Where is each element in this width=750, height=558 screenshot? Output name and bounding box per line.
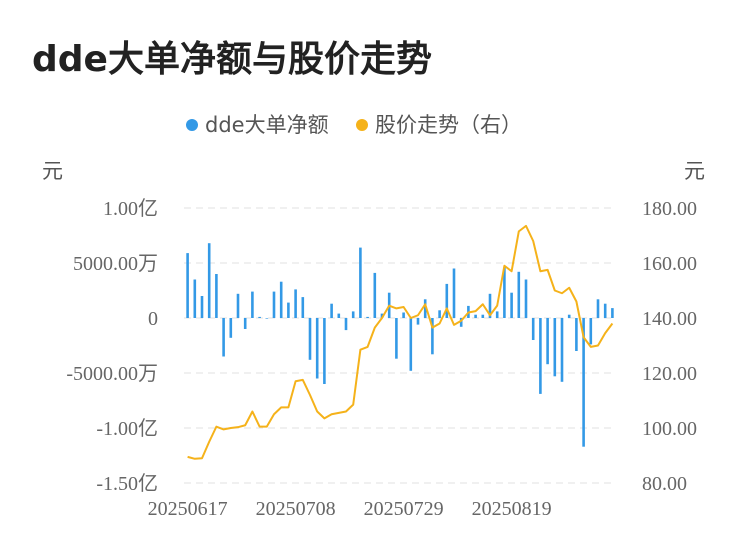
bar bbox=[416, 318, 420, 325]
bar bbox=[215, 274, 218, 318]
bar bbox=[222, 318, 225, 357]
bar bbox=[560, 318, 564, 382]
bar bbox=[272, 291, 276, 318]
legend-marker-1 bbox=[356, 119, 368, 131]
bar bbox=[589, 318, 593, 345]
x-tick-label: 20250819 bbox=[472, 498, 552, 520]
bar bbox=[445, 283, 449, 318]
x-tick-label: 20250617 bbox=[148, 498, 228, 520]
bar bbox=[258, 316, 261, 318]
bar bbox=[488, 293, 492, 318]
bar bbox=[351, 311, 355, 318]
bar bbox=[474, 314, 477, 318]
right-tick-label: 140.00 bbox=[642, 308, 697, 330]
bar bbox=[315, 318, 319, 379]
right-tick-label: 120.00 bbox=[642, 363, 697, 385]
x-tick-label: 20250729 bbox=[364, 498, 444, 520]
x-axis: 20250617 20250708 20250729 20250819 bbox=[148, 498, 552, 520]
bar bbox=[344, 318, 348, 331]
left-tick-label: 0 bbox=[148, 308, 158, 330]
bar bbox=[287, 302, 290, 318]
bar bbox=[531, 318, 535, 340]
bar bbox=[452, 268, 456, 318]
bar bbox=[279, 281, 283, 318]
price-line bbox=[187, 224, 614, 460]
bar bbox=[575, 318, 578, 351]
bar bbox=[611, 308, 614, 318]
bar bbox=[539, 318, 542, 394]
legend: dde大单净额 股价走势（右） bbox=[186, 113, 522, 137]
legend-label-1: 股价走势（右） bbox=[375, 113, 522, 137]
left-axis-unit: 元 bbox=[42, 159, 63, 183]
bar bbox=[294, 289, 297, 318]
bar bbox=[330, 303, 333, 318]
bar bbox=[373, 272, 377, 318]
bar bbox=[236, 293, 240, 318]
bar bbox=[323, 318, 326, 384]
right-tick-label: 180.00 bbox=[642, 198, 697, 220]
page-title: dde大单净额与股价走势 bbox=[32, 39, 432, 80]
bar bbox=[431, 318, 434, 355]
left-tick-label: 1.00亿 bbox=[103, 197, 158, 220]
x-tick-label: 20250708 bbox=[256, 498, 336, 520]
bar bbox=[243, 318, 247, 329]
right-tick-label: 100.00 bbox=[642, 418, 697, 440]
bar bbox=[380, 313, 384, 318]
bar bbox=[481, 314, 485, 318]
bar bbox=[503, 267, 506, 318]
bar bbox=[193, 279, 197, 318]
bar bbox=[207, 243, 211, 318]
bar bbox=[308, 318, 312, 360]
legend-label-0: dde大单净额 bbox=[205, 113, 329, 137]
bar bbox=[251, 291, 254, 318]
gridlines bbox=[184, 207, 616, 484]
left-tick-label: -1.50亿 bbox=[96, 472, 158, 495]
bar bbox=[546, 318, 549, 365]
left-tick-label: -5000.00万 bbox=[66, 363, 158, 385]
bar bbox=[596, 299, 600, 318]
bar bbox=[495, 311, 499, 318]
right-tick-label: 80.00 bbox=[642, 473, 687, 495]
bar bbox=[229, 318, 233, 338]
bar bbox=[582, 318, 585, 447]
right-axis-unit: 元 bbox=[684, 159, 705, 183]
bar bbox=[553, 318, 557, 377]
legend-marker-0 bbox=[186, 119, 198, 131]
bar bbox=[423, 299, 427, 318]
bar bbox=[459, 318, 463, 327]
bar bbox=[517, 271, 521, 318]
bar bbox=[366, 316, 369, 318]
bar bbox=[265, 318, 269, 319]
bar bbox=[402, 312, 405, 318]
bar bbox=[510, 292, 513, 318]
left-tick-label: -1.00亿 bbox=[96, 417, 158, 440]
bar bbox=[567, 314, 571, 318]
bar bbox=[524, 279, 528, 318]
left-tick-label: 5000.00万 bbox=[73, 253, 158, 275]
right-tick-label: 160.00 bbox=[642, 253, 697, 275]
bar bbox=[301, 297, 305, 318]
bar bbox=[395, 318, 398, 359]
bar bbox=[337, 313, 341, 318]
bar bbox=[409, 318, 413, 371]
left-axis: 1.00亿 5000.00万 0 -5000.00万 -1.00亿 -1.50亿 bbox=[66, 197, 158, 495]
right-axis: 180.00 160.00 140.00 120.00 100.00 80.00 bbox=[642, 198, 697, 495]
axis-units: 元元 bbox=[42, 159, 705, 183]
line-series bbox=[187, 224, 614, 460]
bar-series bbox=[186, 243, 614, 447]
bar bbox=[438, 310, 441, 318]
bar bbox=[603, 303, 607, 318]
bar bbox=[359, 247, 362, 318]
bar bbox=[186, 253, 189, 318]
bar bbox=[200, 296, 204, 318]
